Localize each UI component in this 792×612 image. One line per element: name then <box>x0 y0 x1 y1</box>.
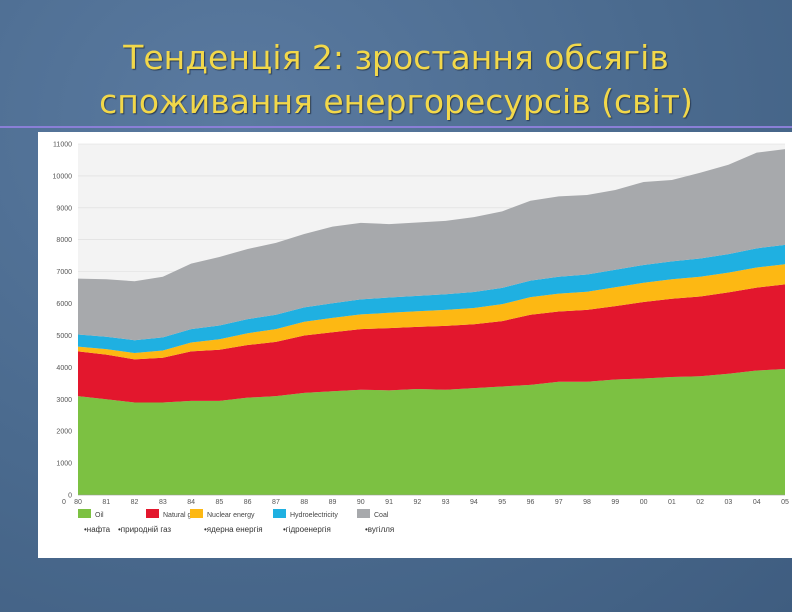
x-origin-label: 0 <box>62 499 66 506</box>
x-tick-label: 80 <box>74 499 82 506</box>
legend-label: Coal <box>374 512 389 519</box>
area-nuclear <box>78 264 785 360</box>
x-tick-label: 95 <box>498 499 506 506</box>
x-tick-label: 94 <box>470 499 478 506</box>
legend-swatch <box>357 509 370 518</box>
legend-label-ua: •нафта <box>84 525 111 534</box>
y-tick-label: 8000 <box>56 237 72 244</box>
area-natural-gas <box>78 284 785 403</box>
y-tick-label: 9000 <box>56 205 72 212</box>
x-tick-label: 92 <box>413 499 421 506</box>
x-tick-label: 00 <box>640 499 648 506</box>
area-series <box>78 149 785 495</box>
x-tick-label: 85 <box>216 499 224 506</box>
x-tick-label: 98 <box>583 499 591 506</box>
legend-label-ua: •ядерна енергія <box>204 525 263 534</box>
x-axis-ticks: 0 80 81 82 83 84 85 86 87 88 89 90 91 92 93 94 95 96 97 98 9… <box>62 494 789 506</box>
slide-title: Тенденція 2: зростання обсягів споживанн… <box>0 36 792 124</box>
x-tick-label: 99 <box>611 499 619 506</box>
legend-label: Nuclear energy <box>207 512 255 519</box>
y-tick-label: 10000 <box>53 173 73 180</box>
x-tick-label: 83 <box>159 499 167 506</box>
x-tick-label: 84 <box>187 499 195 506</box>
legend-swatch <box>146 509 159 518</box>
area-oil <box>78 368 785 495</box>
x-tick-label: 89 <box>329 499 337 506</box>
x-tick-label: 81 <box>102 499 110 506</box>
x-tick-label: 90 <box>357 499 365 506</box>
title-divider <box>0 126 792 128</box>
title-line-1: Тенденція 2: зростання обсягів <box>123 38 669 78</box>
area-hydro <box>78 244 785 353</box>
x-tick-label: 93 <box>442 499 450 506</box>
title-line-2: споживання енергоресурсів (світ) <box>99 82 693 122</box>
legend-label-ua: •гідроенергія <box>283 525 331 534</box>
y-tick-label: 3000 <box>56 397 72 404</box>
legend-label-ua: •природній газ <box>118 525 171 534</box>
y-tick-label: 0 <box>68 493 72 500</box>
y-tick-label: 7000 <box>56 269 72 276</box>
x-tick-label: 82 <box>131 499 139 506</box>
x-tick-label: 91 <box>385 499 393 506</box>
area-coal <box>78 149 785 341</box>
x-tick-label: 02 <box>696 499 704 506</box>
y-tick-label: 1000 <box>56 461 72 468</box>
legend-swatch <box>190 509 203 518</box>
x-tick-label: 97 <box>555 499 563 506</box>
legend-label: Oil <box>95 512 104 519</box>
x-tick-label: 05 <box>781 499 789 506</box>
x-tick-label: 87 <box>272 499 280 506</box>
y-tick-label: 2000 <box>56 429 72 436</box>
y-tick-label: 5000 <box>56 333 72 340</box>
x-tick-label: 96 <box>527 499 535 506</box>
legend-label-ua: •вугілля <box>365 525 394 534</box>
y-tick-label: 11000 <box>53 142 72 149</box>
stacked-area-chart: 0 1000 2000 3000 4000 5000 6000 7000 8000 9000 100… <box>38 132 792 558</box>
chart-canvas: 0100020003000400050006000700080009000100… <box>53 142 789 535</box>
x-tick-label: 04 <box>753 499 761 506</box>
x-tick-label: 01 <box>668 499 676 506</box>
legend-label: Hydroelectricity <box>290 512 338 519</box>
legend-label: Natural gas <box>163 512 199 519</box>
x-tick-label: 03 <box>725 499 733 506</box>
legend: Oil •нафта Natural gas •природній газ Nuclea… <box>78 509 394 534</box>
legend-swatch <box>78 509 91 518</box>
y-tick-label: 4000 <box>56 365 72 372</box>
y-axis-ticks: 0 1000 2000 3000 4000 5000 6000 7000 8000 9000 100… <box>53 142 73 500</box>
legend-swatch <box>273 509 286 518</box>
x-tick-label: 88 <box>300 499 308 506</box>
x-tick-label: 86 <box>244 499 252 506</box>
y-tick-label: 6000 <box>56 301 72 308</box>
